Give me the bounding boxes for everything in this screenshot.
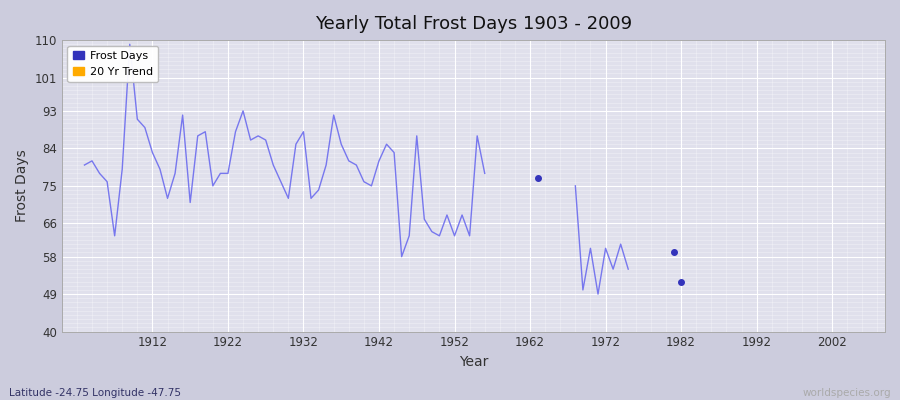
Title: Yearly Total Frost Days 1903 - 2009: Yearly Total Frost Days 1903 - 2009 [315,15,632,33]
Text: Latitude -24.75 Longitude -47.75: Latitude -24.75 Longitude -47.75 [9,388,181,398]
X-axis label: Year: Year [459,355,488,369]
Y-axis label: Frost Days: Frost Days [15,150,29,222]
Legend: Frost Days, 20 Yr Trend: Frost Days, 20 Yr Trend [68,46,158,82]
Text: worldspecies.org: worldspecies.org [803,388,891,398]
